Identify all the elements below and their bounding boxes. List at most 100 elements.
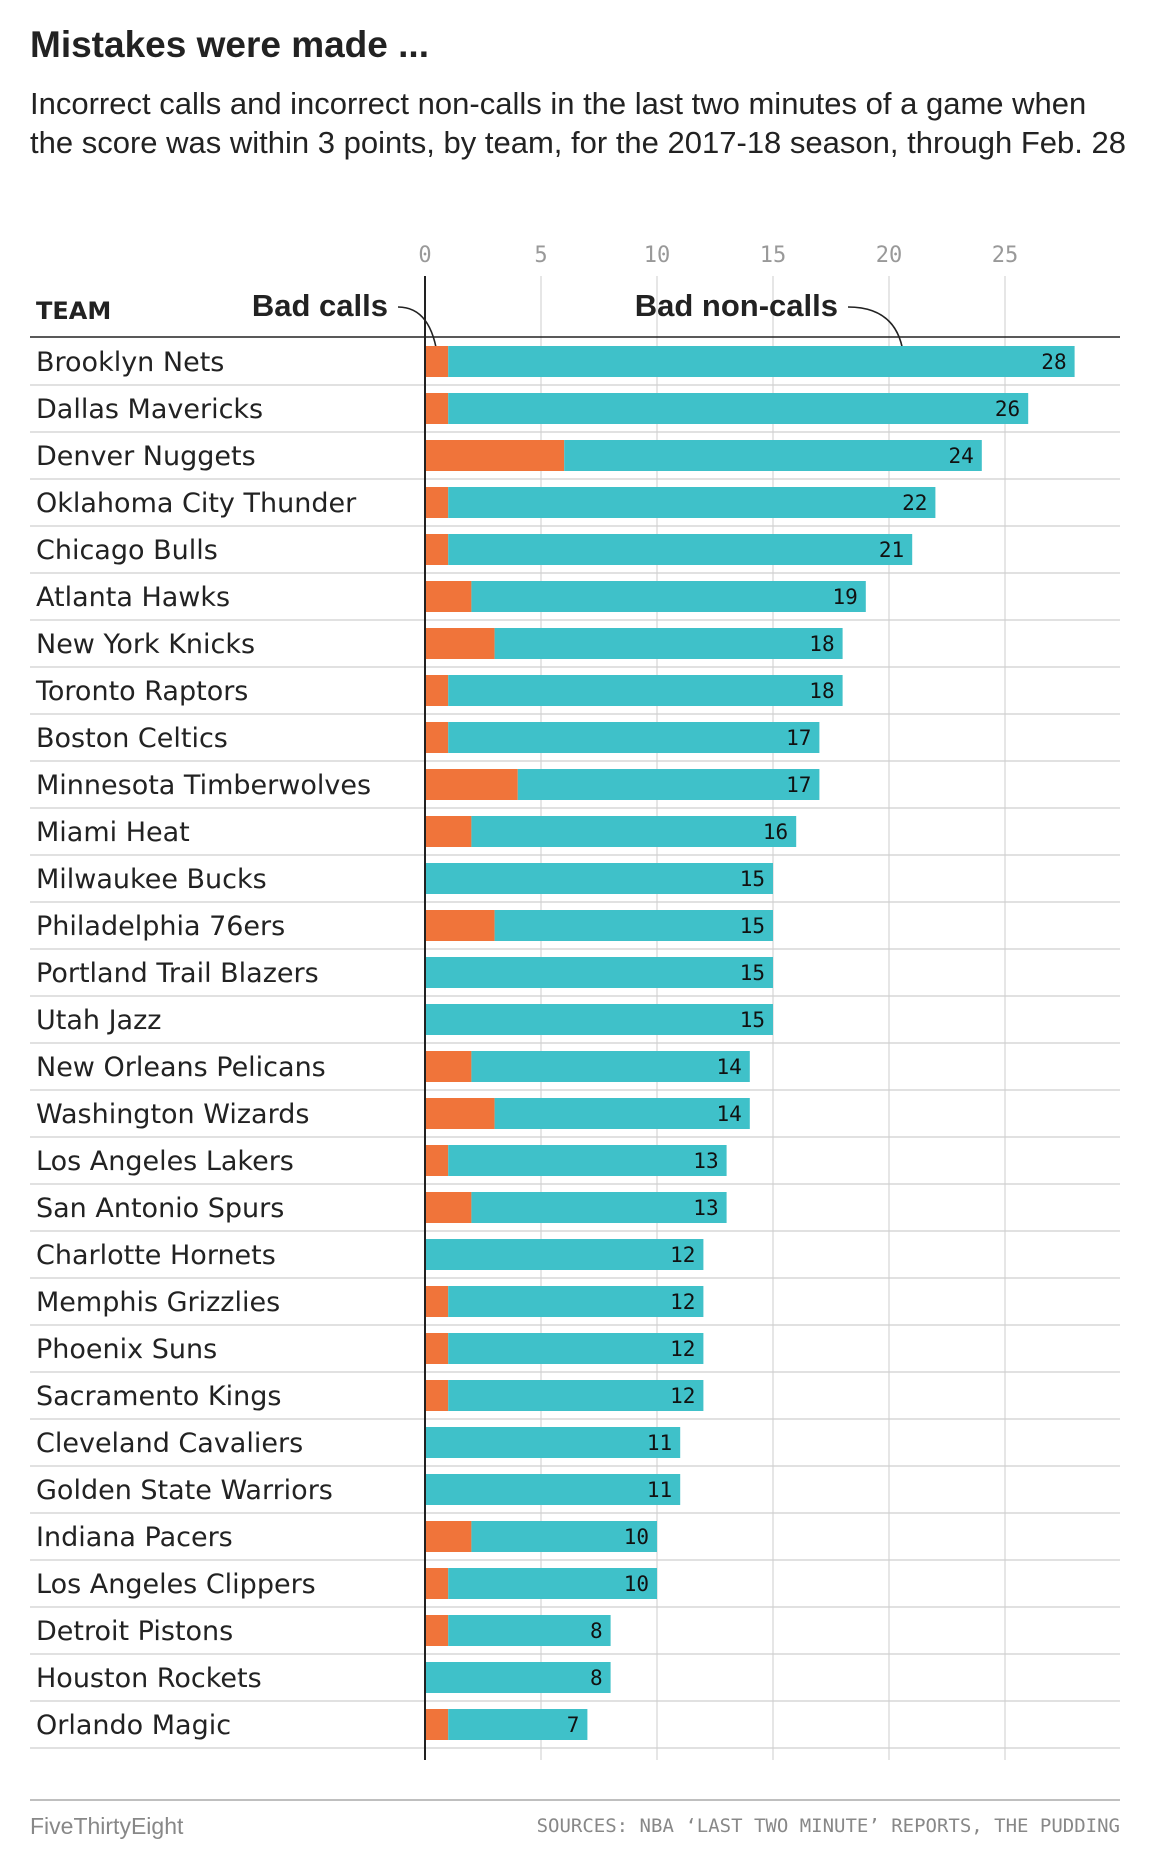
bar-bad-non-calls xyxy=(471,1051,750,1082)
team-label: Cleveland Cavaliers xyxy=(36,1428,303,1459)
bar-row: Sacramento Kings 12 xyxy=(30,1380,1120,1420)
annotation-bad-calls: Bad calls xyxy=(252,288,388,323)
bar-bad-non-calls xyxy=(448,1568,657,1599)
bar-value-label: 17 xyxy=(786,726,811,750)
bar-value-label: 26 xyxy=(995,397,1020,421)
bar-row: New York Knicks 18 xyxy=(30,628,1120,668)
bar-bad-calls xyxy=(425,1098,495,1129)
bar-row: Houston Rockets 8 xyxy=(30,1662,1120,1702)
category-header: TEAM xyxy=(36,297,111,325)
bar-bad-non-calls xyxy=(494,1098,750,1129)
bar-bad-calls xyxy=(425,675,449,706)
bar-bad-calls xyxy=(425,910,495,941)
bar-value-label: 16 xyxy=(763,820,788,844)
team-label: Minnesota Timberwolves xyxy=(36,770,371,801)
x-tick-label: 5 xyxy=(534,243,547,268)
bar-bad-calls xyxy=(425,1286,449,1317)
bar-bad-calls xyxy=(425,1333,449,1364)
team-label: Chicago Bulls xyxy=(36,535,218,566)
team-label: Sacramento Kings xyxy=(36,1381,281,1412)
team-label: New Orleans Pelicans xyxy=(36,1052,326,1083)
bar-bad-calls xyxy=(425,393,449,424)
bar-value-label: 13 xyxy=(693,1149,718,1173)
annotation-bad-non-calls: Bad non-calls xyxy=(635,288,838,323)
bar-value-label: 11 xyxy=(647,1431,672,1455)
bar-value-label: 18 xyxy=(809,632,834,656)
x-tick-label: 15 xyxy=(760,243,787,268)
team-label: Atlanta Hawks xyxy=(36,582,230,613)
bar-value-label: 12 xyxy=(670,1290,695,1314)
bar-value-label: 8 xyxy=(590,1666,603,1690)
bar-bad-non-calls xyxy=(425,863,773,894)
bar-value-label: 14 xyxy=(717,1055,742,1079)
bar-row: Milwaukee Bucks 15 xyxy=(30,863,1120,903)
team-label: Los Angeles Lakers xyxy=(36,1146,294,1177)
bar-row: Detroit Pistons 8 xyxy=(30,1615,1120,1655)
team-label: Boston Celtics xyxy=(36,723,228,754)
bar-row: Los Angeles Lakers 13 xyxy=(30,1145,1120,1185)
x-tick-label: 20 xyxy=(876,243,903,268)
team-label: Denver Nuggets xyxy=(36,441,256,472)
bar-bad-non-calls xyxy=(494,910,773,941)
bar-bad-non-calls xyxy=(471,581,866,612)
bar-row: Dallas Mavericks 26 xyxy=(30,393,1120,433)
bar-row: Utah Jazz 15 xyxy=(30,1004,1120,1044)
bar-bad-calls xyxy=(425,628,495,659)
bar-bad-calls xyxy=(425,722,449,753)
bar-value-label: 19 xyxy=(833,585,858,609)
bar-bad-calls xyxy=(425,1615,449,1646)
bar-bad-non-calls xyxy=(448,1380,704,1411)
x-tick-labels: 0 5 10 15 20 25 xyxy=(418,243,1018,268)
bar-value-label: 7 xyxy=(567,1713,580,1737)
bar-bad-calls xyxy=(425,1192,472,1223)
team-label: Phoenix Suns xyxy=(36,1334,217,1365)
bar-value-label: 8 xyxy=(590,1619,603,1643)
bar-bad-non-calls xyxy=(448,1333,704,1364)
bar-value-label: 21 xyxy=(879,538,904,562)
bar-bad-calls xyxy=(425,1568,449,1599)
team-label: Milwaukee Bucks xyxy=(36,864,267,895)
bar-value-label: 24 xyxy=(949,444,974,468)
bar-bad-calls xyxy=(425,346,449,377)
bar-value-label: 22 xyxy=(902,491,927,515)
bar-bad-non-calls xyxy=(425,1662,611,1693)
team-label: Philadelphia 76ers xyxy=(36,911,285,942)
bar-bad-non-calls xyxy=(448,675,843,706)
team-label: Portland Trail Blazers xyxy=(36,958,319,989)
bar-bad-non-calls xyxy=(425,1004,773,1035)
bar-bad-non-calls xyxy=(425,1474,681,1505)
bar-bad-non-calls xyxy=(448,722,820,753)
team-label: San Antonio Spurs xyxy=(36,1193,284,1224)
team-label: Orlando Magic xyxy=(36,1710,231,1741)
x-tick-label: 0 xyxy=(418,243,431,268)
bar-bad-calls xyxy=(425,1709,449,1740)
bar-bad-non-calls xyxy=(494,628,843,659)
bar-bad-non-calls xyxy=(448,1709,588,1740)
bar-bad-non-calls xyxy=(448,1615,611,1646)
bar-bad-calls xyxy=(425,1521,472,1552)
bar-value-label: 10 xyxy=(624,1525,649,1549)
bar-row: Miami Heat 16 xyxy=(30,816,1120,856)
bar-row: Oklahoma City Thunder 22 xyxy=(30,487,1120,527)
bar-bad-non-calls xyxy=(564,440,982,471)
bar-row: Brooklyn Nets 28 xyxy=(30,346,1120,386)
bar-value-label: 14 xyxy=(717,1102,742,1126)
team-label: Indiana Pacers xyxy=(36,1522,233,1553)
bar-bad-non-calls xyxy=(448,393,1029,424)
bar-bad-non-calls xyxy=(517,769,820,800)
bar-bad-non-calls xyxy=(425,1239,704,1270)
bar-value-label: 15 xyxy=(740,867,765,891)
bar-row: Golden State Warriors 11 xyxy=(30,1474,1120,1514)
bar-value-label: 17 xyxy=(786,773,811,797)
bar-row: Atlanta Hawks 19 xyxy=(30,581,1120,621)
x-tick-label: 25 xyxy=(992,243,1019,268)
bar-value-label: 28 xyxy=(1041,350,1066,374)
team-label: Charlotte Hornets xyxy=(36,1240,276,1271)
bar-row: Chicago Bulls 21 xyxy=(30,534,1120,574)
bar-bad-non-calls xyxy=(448,534,913,565)
bar-value-label: 11 xyxy=(647,1478,672,1502)
chart-subtitle: Incorrect calls and incorrect non-calls … xyxy=(30,86,1126,160)
team-label: Dallas Mavericks xyxy=(36,394,263,425)
